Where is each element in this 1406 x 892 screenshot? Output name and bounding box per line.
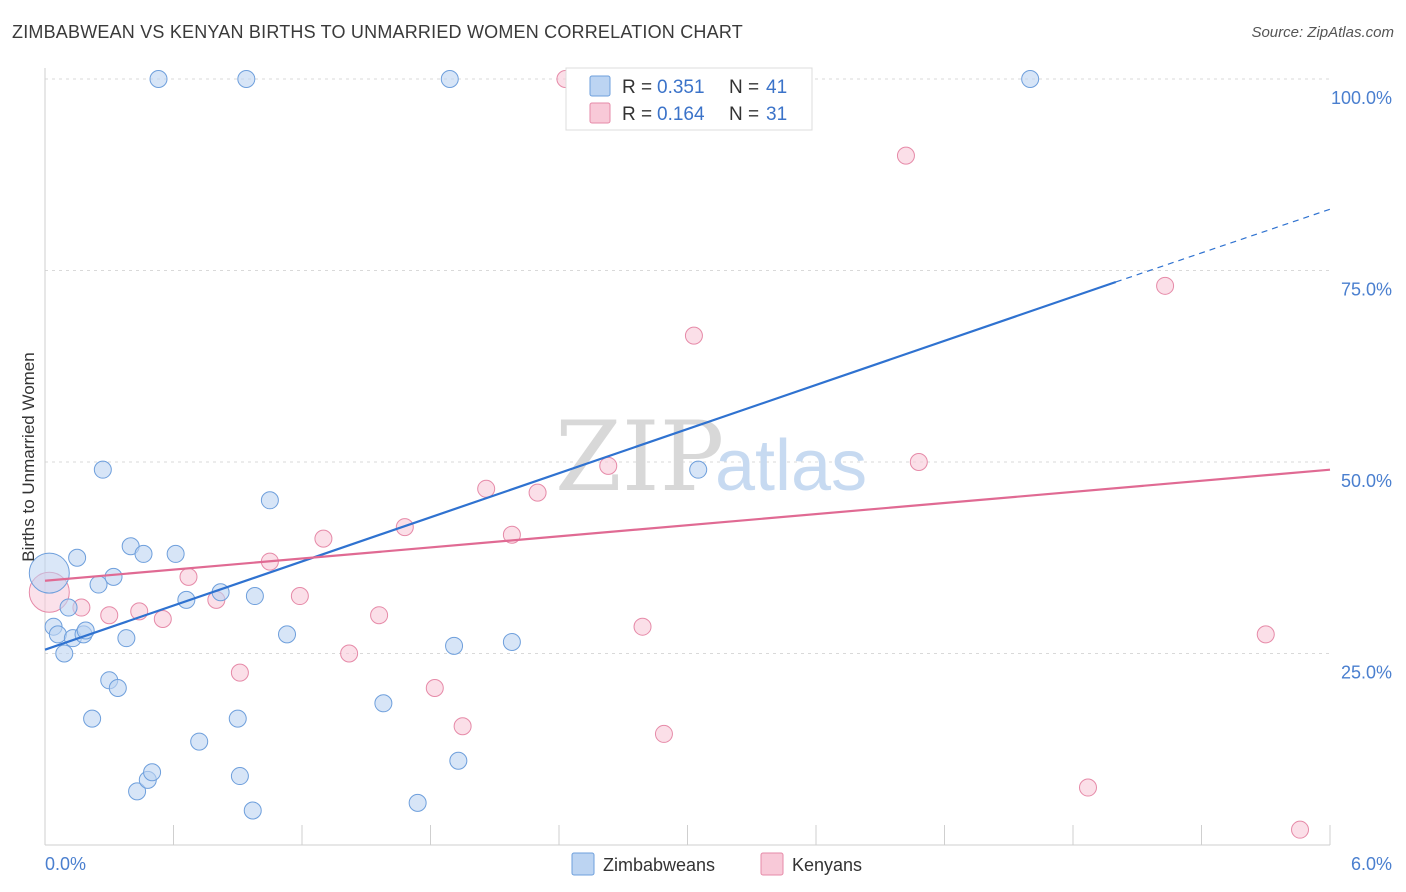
zimbabwean-point xyxy=(260,491,279,510)
zimbabwean-point xyxy=(190,732,209,751)
kenyan-point xyxy=(599,456,618,475)
x-tick-label: 0.0% xyxy=(45,854,86,874)
kenyan-point xyxy=(453,717,472,736)
kenyan-point xyxy=(684,326,703,345)
zimbabwean-point xyxy=(689,460,708,479)
legend-n-label: N = xyxy=(729,77,759,98)
bottom-legend-label-kenyans: Kenyans xyxy=(792,855,862,875)
zimbabwean-trend-line xyxy=(44,280,1117,651)
legend-r-value: 0.164 xyxy=(657,104,705,125)
chart-title: ZIMBABWEAN VS KENYAN BIRTHS TO UNMARRIED… xyxy=(12,22,743,42)
kenyan-point xyxy=(179,567,198,586)
legend-r-value: 0.351 xyxy=(657,77,705,98)
legend-r-label: R = xyxy=(622,77,652,98)
zimbabwean-point xyxy=(128,782,147,801)
zimbabwean-point xyxy=(68,548,87,567)
zimbabwean-point xyxy=(502,633,521,652)
legend-n-label: N = xyxy=(729,104,759,125)
kenyan-point xyxy=(477,479,496,498)
zimbabwean-point xyxy=(374,694,393,713)
zimbabwean-point xyxy=(55,644,74,663)
zimbabwean-point xyxy=(445,636,464,655)
zimbabwean-point xyxy=(228,709,247,728)
bottom-legend: Zimbabweans Kenyans xyxy=(571,852,862,876)
zimbabwean-point xyxy=(143,763,162,782)
y-tick-label: 50.0% xyxy=(1341,471,1392,491)
kenyan-point xyxy=(314,529,333,548)
trend-lines xyxy=(44,208,1331,651)
zimbabwean-point xyxy=(237,70,256,88)
legend-n-value: 31 xyxy=(766,104,787,125)
zimbabwean-point xyxy=(104,567,123,586)
zimbabwean-trend-extension xyxy=(1115,208,1331,283)
zimbabwean-point xyxy=(230,767,249,786)
y-axis-label: Births to Unmarried Women xyxy=(19,352,38,561)
zimbabwean-point xyxy=(440,70,459,88)
zimbabwean-point xyxy=(93,460,112,479)
kenyan-point xyxy=(528,483,547,502)
legend-swatch-zimbabweans xyxy=(589,75,611,97)
grid-lines xyxy=(45,78,1330,654)
kenyan-point xyxy=(1256,625,1275,644)
zimbabwean-point xyxy=(1021,70,1040,88)
tick-labels: 25.0% 50.0% 75.0% 100.0% 0.0% 6.0% xyxy=(45,88,1392,874)
zimbabwean-point xyxy=(59,598,78,617)
kenyan-point xyxy=(896,146,915,165)
y-tick-label: 25.0% xyxy=(1341,663,1392,683)
legend-box: R = 0.351 N = 41 R = 0.164 N = 31 xyxy=(565,67,813,131)
kenyan-point xyxy=(290,587,309,606)
zimbabwean-point xyxy=(408,793,427,812)
source-label: Source: ZipAtlas.com xyxy=(1251,24,1394,41)
kenyan-point xyxy=(230,663,249,682)
zimbabwean-point xyxy=(449,751,468,770)
zimbabwean-point xyxy=(166,544,185,563)
bottom-legend-swatch-zimbabweans xyxy=(571,852,595,876)
kenyan-point xyxy=(909,453,928,471)
zimbabwean-point xyxy=(108,678,127,697)
zimbabwean-point xyxy=(28,552,70,594)
kenyan-point xyxy=(1291,820,1310,839)
zimbabwean-point xyxy=(117,629,136,648)
x-tick-label: 6.0% xyxy=(1351,854,1392,874)
kenyan-point xyxy=(425,678,444,697)
bottom-legend-label-zimbabweans: Zimbabweans xyxy=(603,855,715,875)
zimbabwean-point xyxy=(243,801,262,820)
kenyan-point xyxy=(633,617,652,636)
data-points xyxy=(28,70,1310,839)
zimbabwean-point xyxy=(48,625,67,644)
kenyan-point xyxy=(100,606,119,625)
zimbabwean-point xyxy=(177,590,196,609)
watermark: ZIP atlas xyxy=(555,401,867,513)
zimbabwean-point xyxy=(134,544,153,563)
kenyan-point xyxy=(1156,276,1175,295)
bottom-legend-swatch-kenyans xyxy=(760,852,784,876)
zimbabwean-point xyxy=(83,709,102,728)
kenyan-point xyxy=(654,724,673,743)
legend-r-label: R = xyxy=(622,104,652,125)
legend-swatch-kenyans xyxy=(589,102,611,124)
kenyan-point xyxy=(1078,778,1097,797)
zimbabwean-point xyxy=(89,575,108,594)
y-tick-label: 75.0% xyxy=(1341,280,1392,300)
watermark-atlas-text: atlas xyxy=(715,426,867,506)
y-tick-label: 100.0% xyxy=(1331,88,1392,108)
kenyan-point xyxy=(370,606,389,625)
zimbabwean-point xyxy=(149,70,168,88)
axes xyxy=(44,68,1331,846)
kenyan-point xyxy=(153,610,172,629)
legend-n-value: 41 xyxy=(766,77,787,98)
zimbabwean-point xyxy=(278,625,297,644)
zimbabwean-point xyxy=(245,587,264,606)
watermark-zip-text: ZIP xyxy=(555,401,724,513)
kenyan-point xyxy=(340,644,359,663)
kenyan-trend-line xyxy=(44,468,1331,582)
